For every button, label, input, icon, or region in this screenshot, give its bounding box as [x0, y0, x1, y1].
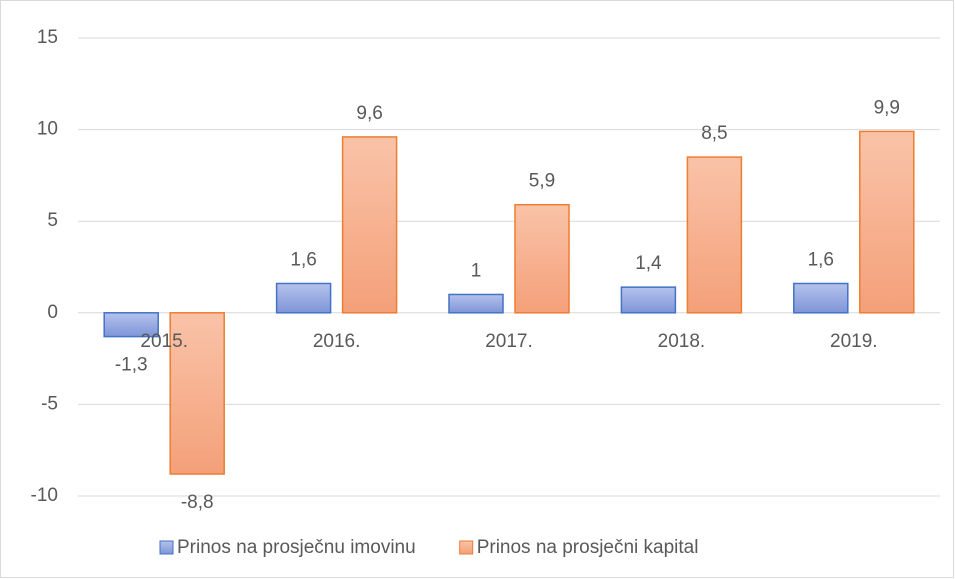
x-tick-label: 2019. — [830, 331, 878, 352]
data-label: 1,4 — [635, 253, 662, 274]
y-tick-label: 0 — [47, 302, 58, 323]
x-tick-label: 2016. — [313, 331, 361, 352]
data-label: 1,6 — [290, 250, 316, 271]
data-label: -1,3 — [115, 355, 148, 376]
bar — [686, 156, 743, 314]
data-label: 1,6 — [808, 250, 834, 271]
y-tick-label: 15 — [37, 27, 58, 48]
data-label: -8,8 — [181, 492, 214, 513]
y-tick-label: 5 — [47, 210, 58, 231]
bar — [341, 136, 398, 314]
data-label: 1 — [471, 260, 482, 281]
bar — [859, 130, 915, 314]
data-label: 8,5 — [701, 123, 727, 144]
legend-swatch — [159, 540, 174, 555]
bar — [514, 203, 570, 314]
y-tick-label: -10 — [31, 485, 58, 506]
y-tick-label: -5 — [41, 393, 58, 414]
legend-swatch — [459, 540, 474, 555]
data-label: 9,9 — [874, 97, 900, 118]
bar — [793, 282, 849, 314]
bar — [448, 293, 504, 314]
data-label: 5,9 — [529, 171, 555, 192]
bar — [620, 286, 677, 314]
legend-label: Prinos na prosječni kapital — [477, 537, 699, 558]
x-tick-label: 2017. — [485, 331, 533, 352]
y-tick-label: 10 — [37, 119, 58, 140]
bar — [103, 312, 159, 338]
legend-label: Prinos na prosječnu imovinu — [177, 537, 416, 558]
bar — [275, 282, 332, 314]
x-tick-label: 2015. — [140, 331, 188, 352]
bar — [169, 312, 225, 475]
x-tick-label: 2018. — [658, 331, 706, 352]
data-label: 9,6 — [356, 103, 382, 124]
